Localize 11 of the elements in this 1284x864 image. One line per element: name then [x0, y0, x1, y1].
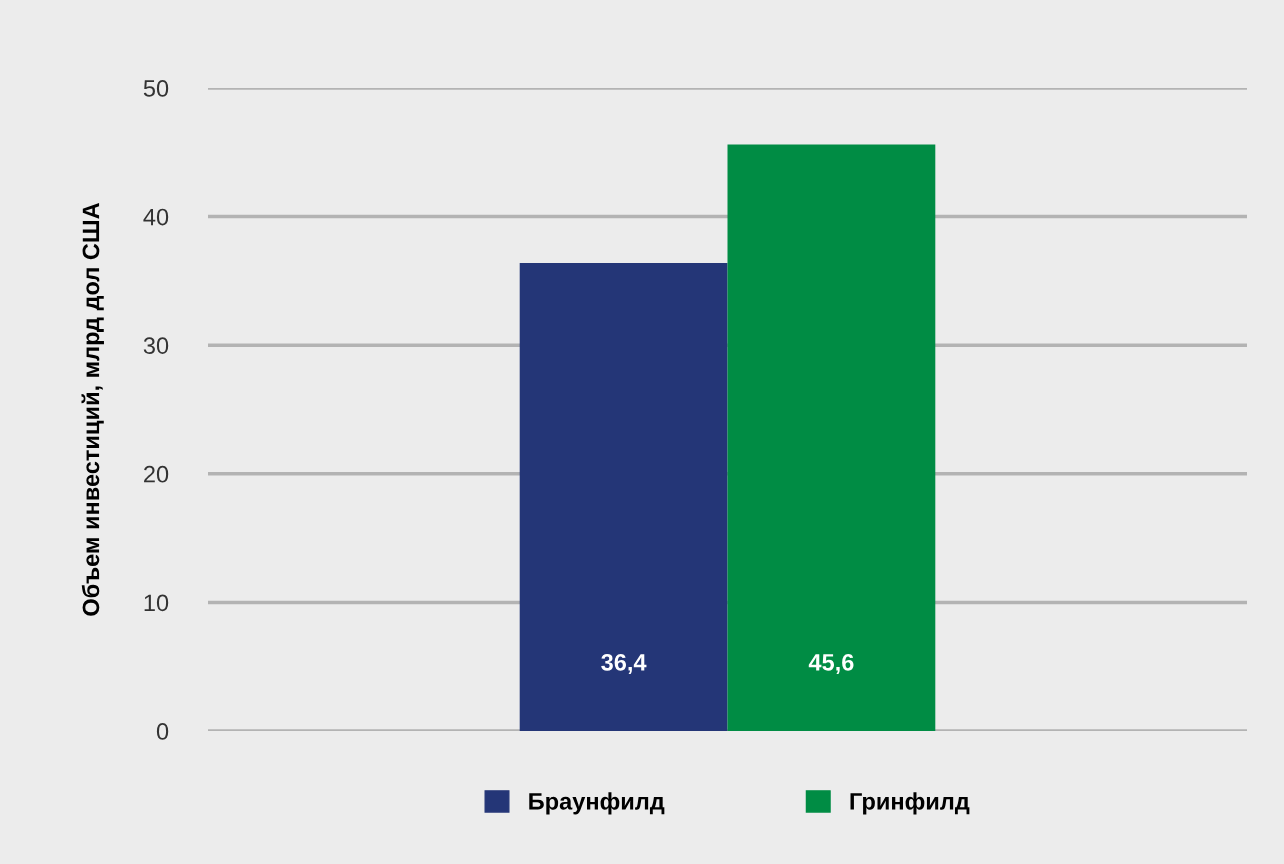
y-tick-label: 0 [156, 723, 169, 740]
y-tick-label: 20 [144, 465, 169, 483]
data-label: 36,4 [601, 653, 647, 675]
legend-label: Браунфилд [529, 792, 665, 815]
y-tick-label: 30 [143, 337, 169, 354]
legend-label: Гринфилд [850, 792, 970, 815]
data-label: 45,6 [808, 653, 854, 675]
y-tick-label: 10 [144, 594, 169, 612]
y-tick-label: 50 [143, 80, 169, 97]
y-axis-title: Объем инвестиций, млрд дол США [81, 202, 104, 616]
y-tick-label: 40 [143, 208, 169, 226]
